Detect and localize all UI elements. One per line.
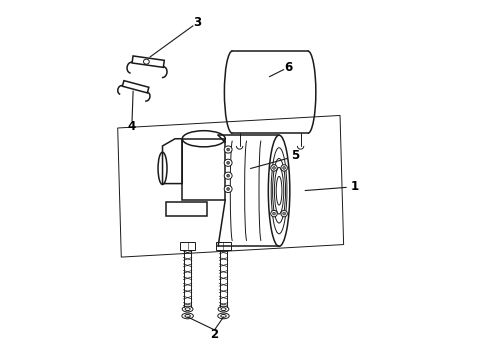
Ellipse shape: [227, 148, 230, 151]
Ellipse shape: [182, 313, 194, 319]
Ellipse shape: [224, 146, 232, 153]
Ellipse shape: [227, 174, 230, 177]
Text: 1: 1: [350, 180, 359, 193]
Ellipse shape: [221, 308, 226, 311]
Ellipse shape: [185, 308, 190, 311]
Ellipse shape: [182, 306, 193, 312]
Text: 2: 2: [211, 328, 219, 341]
Text: 4: 4: [128, 120, 136, 133]
Ellipse shape: [227, 188, 230, 190]
Text: 5: 5: [291, 149, 299, 162]
Ellipse shape: [283, 167, 286, 169]
Text: 3: 3: [194, 17, 202, 30]
Ellipse shape: [283, 212, 286, 215]
Ellipse shape: [271, 165, 277, 171]
Ellipse shape: [272, 167, 275, 169]
Ellipse shape: [281, 165, 287, 171]
Ellipse shape: [281, 210, 287, 217]
Ellipse shape: [272, 212, 275, 215]
Ellipse shape: [185, 315, 190, 318]
Ellipse shape: [218, 306, 229, 312]
Ellipse shape: [224, 159, 232, 166]
Text: 6: 6: [285, 60, 293, 73]
Ellipse shape: [227, 161, 230, 164]
Ellipse shape: [224, 185, 232, 193]
Ellipse shape: [218, 313, 229, 319]
Ellipse shape: [221, 315, 226, 318]
Ellipse shape: [271, 210, 277, 217]
Ellipse shape: [224, 172, 232, 179]
